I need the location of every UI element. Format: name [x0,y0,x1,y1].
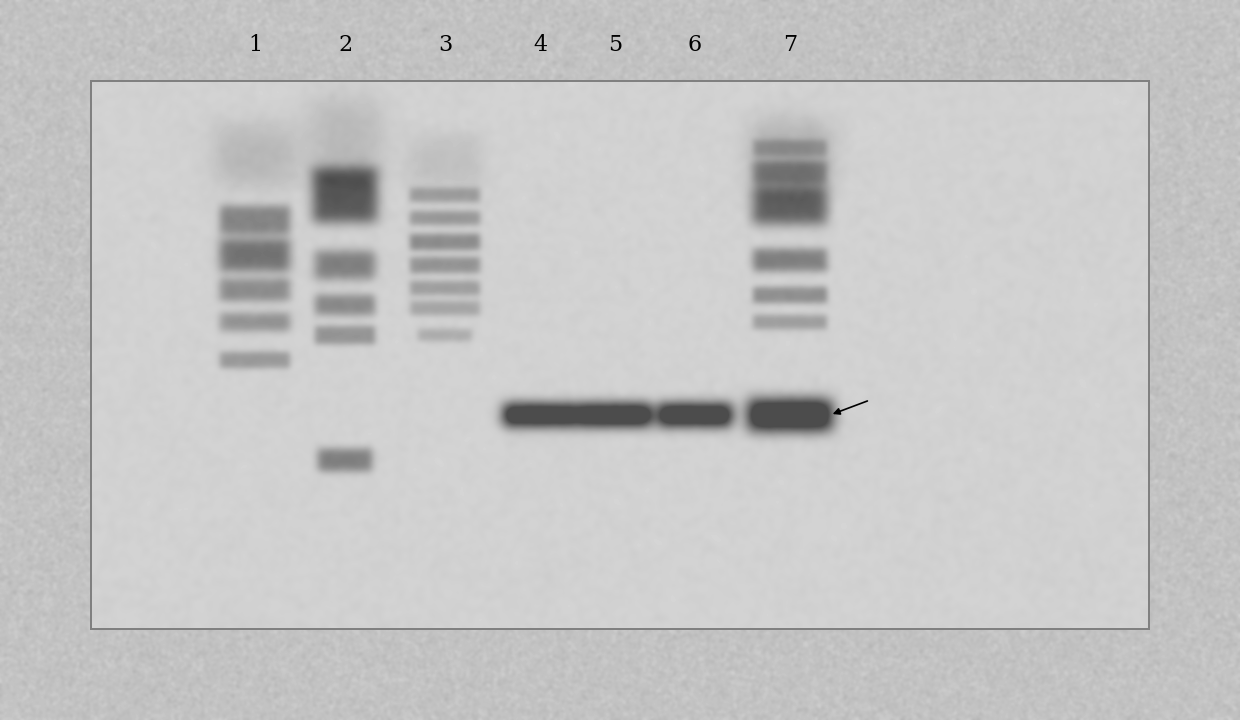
Text: 3: 3 [438,34,453,56]
Text: 1: 1 [248,34,262,56]
Text: 5: 5 [608,34,622,56]
Text: 4: 4 [533,34,547,56]
Text: 6: 6 [688,34,702,56]
Text: 2: 2 [339,34,352,56]
Text: 7: 7 [782,34,797,56]
